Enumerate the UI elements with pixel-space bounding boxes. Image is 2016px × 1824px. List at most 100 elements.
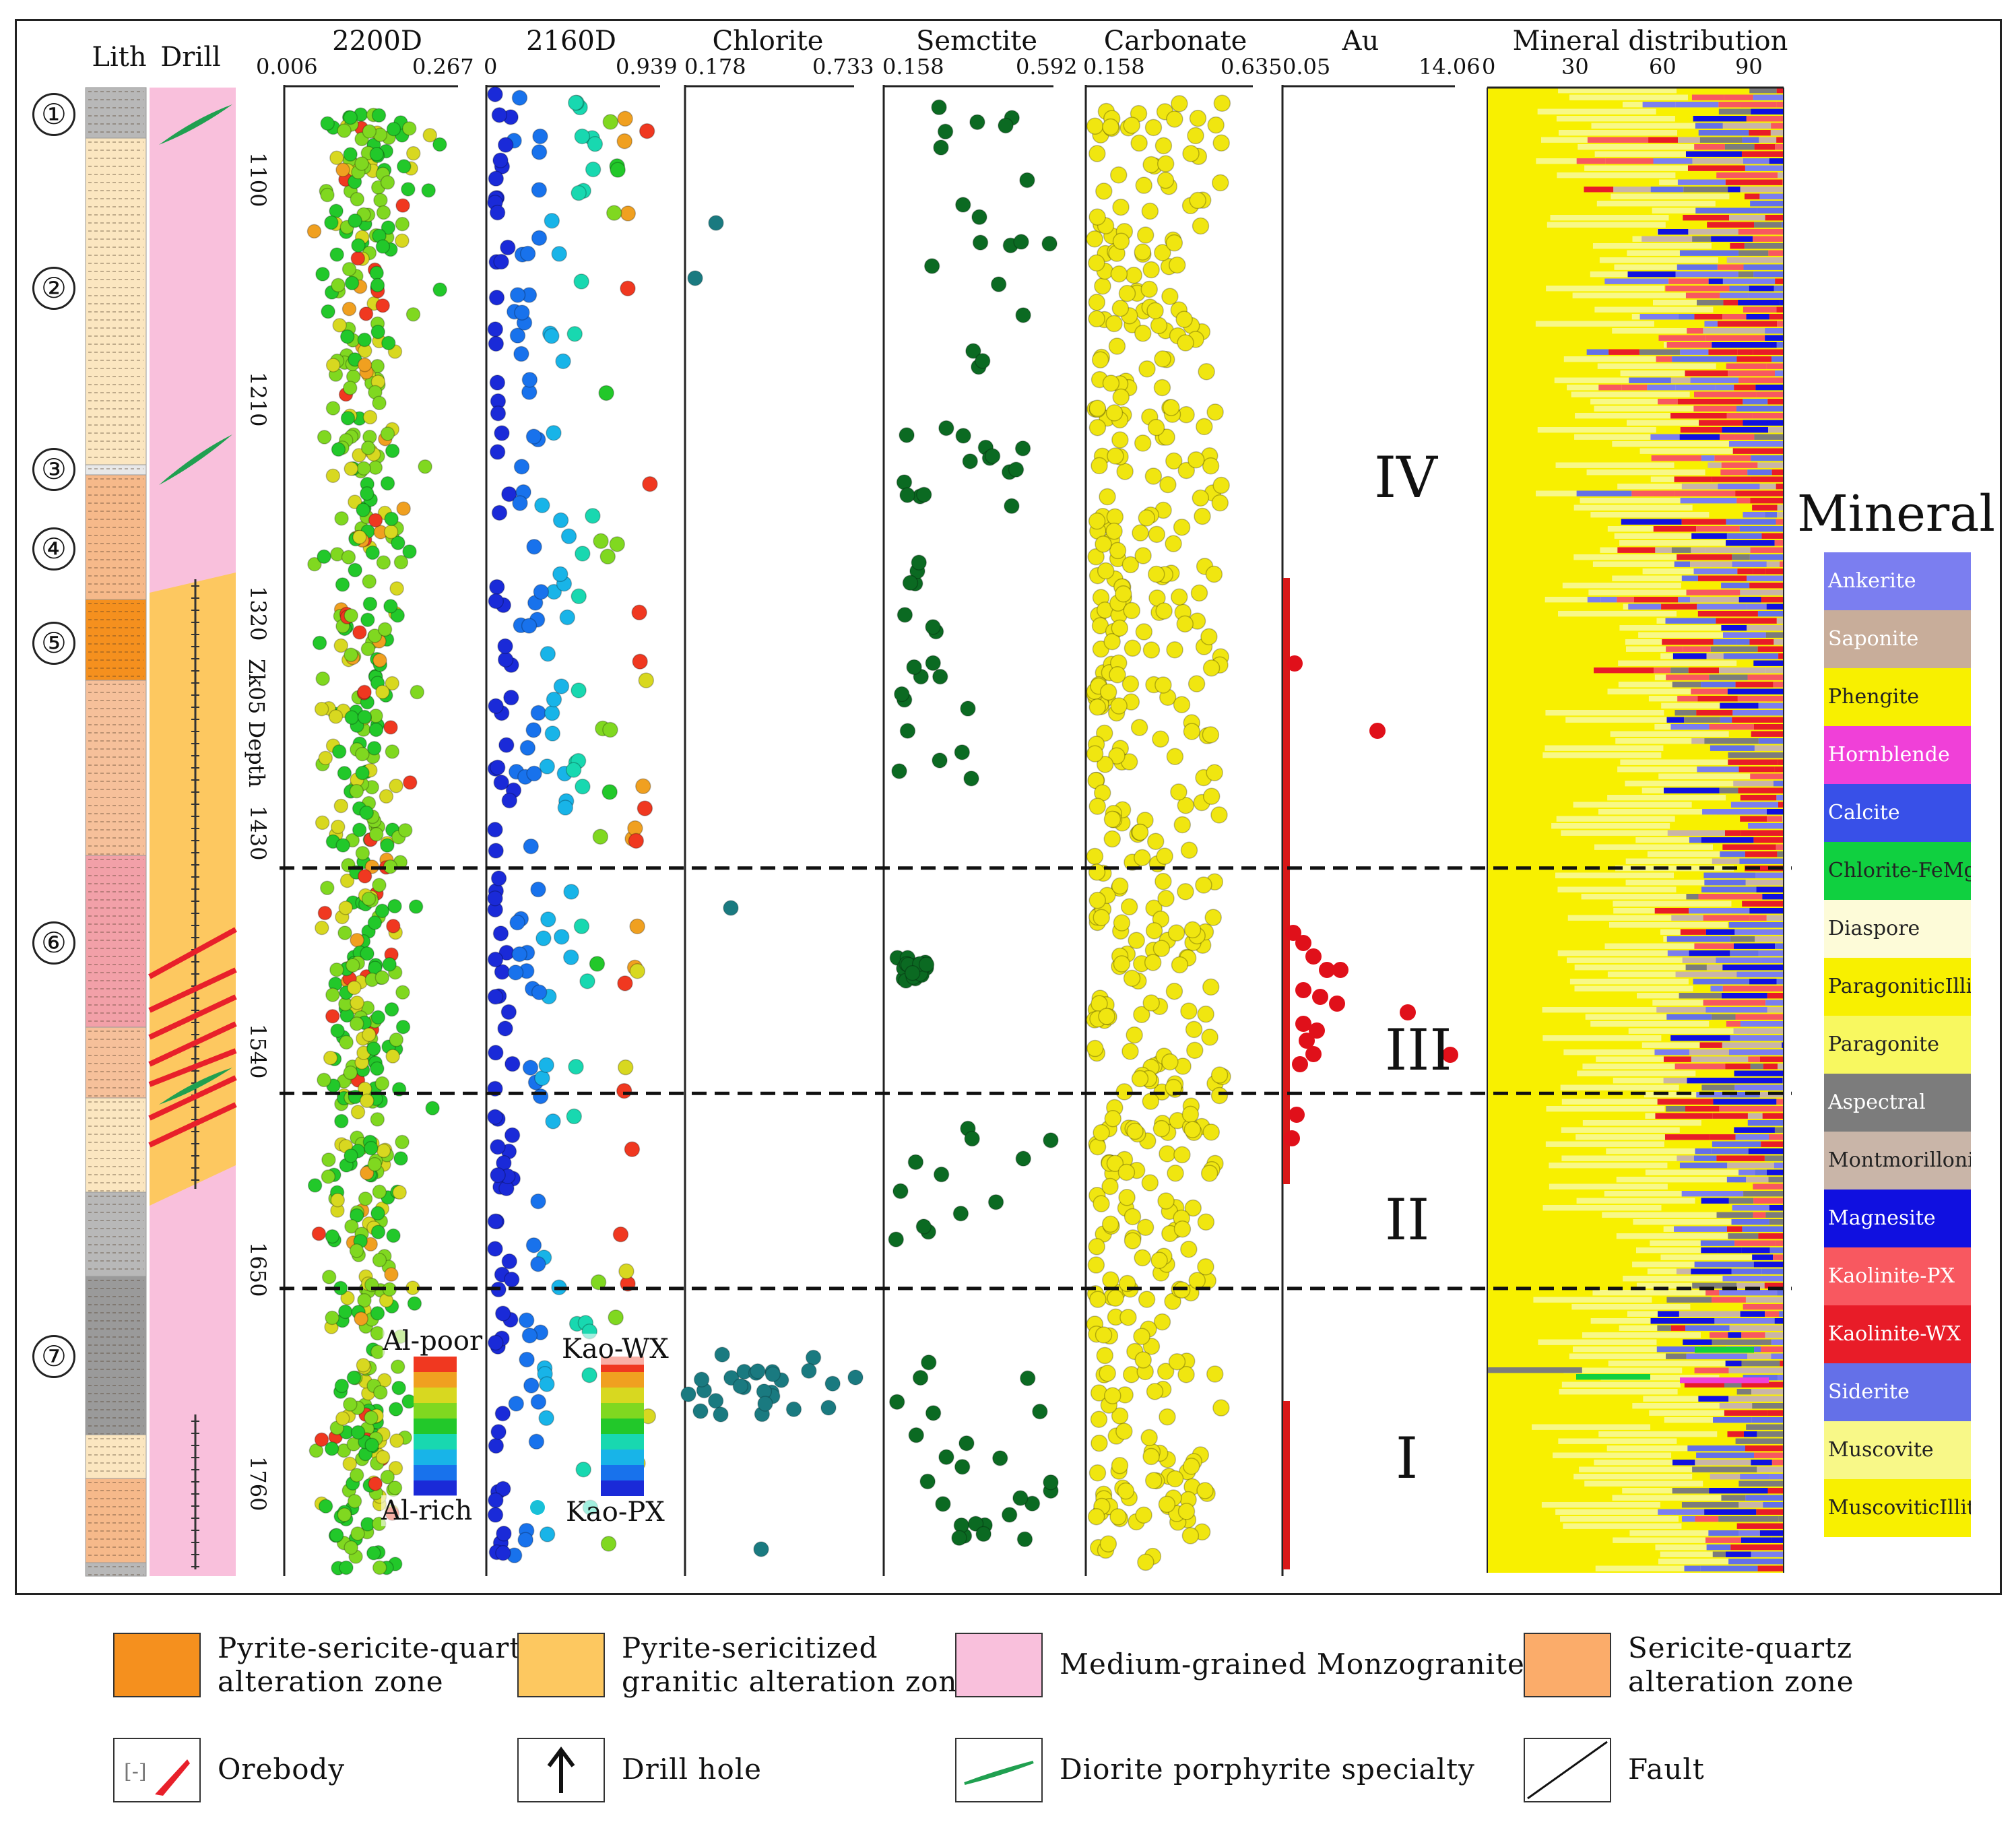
distribution-segment — [1746, 1424, 1784, 1430]
distribution-segment — [1694, 144, 1725, 150]
track-1-point — [493, 774, 509, 791]
mineral-legend-siderite: Siderite — [1824, 1363, 1971, 1421]
track-2-point — [824, 1375, 841, 1392]
distribution-segment — [1683, 1339, 1712, 1345]
distribution-segment — [1694, 314, 1723, 320]
track-3-point — [960, 701, 976, 717]
distribution-segment — [1692, 1282, 1737, 1289]
lith-header: Lith — [92, 42, 147, 73]
distribution-segment — [1738, 271, 1754, 278]
distribution-segment — [1768, 250, 1784, 256]
track-0-point — [335, 1411, 350, 1426]
distribution-segment — [1722, 985, 1767, 991]
track-0-point — [330, 1193, 346, 1208]
distribution-segment — [1561, 1381, 1681, 1388]
track-1-point — [518, 1312, 535, 1328]
distribution-segment — [1725, 1064, 1751, 1070]
distribution-segment — [1650, 1318, 1715, 1324]
track-1-point — [617, 1059, 634, 1076]
distribution-segment — [1672, 653, 1707, 659]
lith-layer — [85, 87, 147, 139]
distribution-segment — [1749, 88, 1777, 94]
distribution-segment — [1767, 1325, 1784, 1331]
track-1-point — [629, 918, 645, 935]
track-4-point — [1091, 1434, 1108, 1452]
distribution-segment — [1776, 1099, 1784, 1105]
track-4-point — [1166, 1470, 1184, 1488]
track-0-point — [337, 766, 352, 781]
distribution-segment — [1575, 413, 1694, 419]
distribution-segment — [1750, 773, 1784, 779]
distribution-segment — [1704, 321, 1718, 327]
distribution-segment — [1734, 1127, 1775, 1133]
distribution-segment — [1700, 1240, 1735, 1246]
track-4-point — [1110, 265, 1128, 283]
distribution-segment — [1701, 1247, 1718, 1253]
distribution-segment — [1692, 236, 1712, 242]
track-2200d-min: 0.006 — [256, 54, 318, 79]
distribution-segment — [1545, 710, 1664, 716]
distribution-segment — [1743, 399, 1768, 405]
distribution-segment — [1721, 583, 1750, 589]
distribution-segment — [1703, 1000, 1766, 1006]
track-4-point — [1184, 1199, 1202, 1217]
legend-dike-6 — [955, 1738, 1043, 1802]
distribution-segment — [1759, 193, 1784, 199]
distribution-segment — [1703, 328, 1765, 334]
track-4-point — [1204, 909, 1222, 926]
track-4-point — [1126, 1026, 1143, 1044]
track-4-point — [1146, 1383, 1164, 1400]
distribution-segment — [1738, 767, 1775, 773]
distribution-segment — [1573, 554, 1693, 560]
legend-orebody-4: [-] — [113, 1738, 201, 1802]
track-1-point — [495, 1544, 511, 1561]
track-5-point — [1442, 1047, 1458, 1063]
track-0-point — [330, 1023, 345, 1038]
track-4-point — [1091, 457, 1108, 475]
track-0-point — [385, 744, 400, 759]
distribution-segment — [1551, 823, 1670, 829]
distribution-segment — [1745, 866, 1784, 872]
track-1-point — [490, 870, 507, 886]
track-2-point — [707, 1393, 724, 1409]
track-4-point — [1117, 1482, 1135, 1500]
track-0-point — [387, 1480, 403, 1495]
distribution-segment — [1645, 1169, 1764, 1175]
track-0-point — [321, 1270, 337, 1284]
distribution-segment — [1736, 971, 1784, 977]
track-3-point — [990, 276, 1007, 292]
track-4-point — [1153, 1313, 1171, 1331]
distribution-segment — [1612, 1495, 1731, 1501]
distribution-segment — [1731, 1268, 1762, 1274]
distribution-segment — [1712, 342, 1777, 348]
track-4-point — [1133, 1006, 1150, 1024]
track-0-point — [323, 1050, 338, 1066]
track-0-point — [380, 838, 395, 853]
track-1-point — [492, 925, 509, 942]
distribution-segment — [1717, 264, 1744, 270]
track-0-point — [364, 1140, 379, 1156]
track-0-point — [381, 220, 396, 235]
track-3-point — [919, 1473, 936, 1490]
distribution-segment — [1743, 420, 1784, 426]
distribution-segment — [1720, 851, 1745, 857]
drill-orebody — [148, 1048, 237, 1087]
track-1-point — [593, 533, 609, 550]
track-2-point — [723, 900, 739, 916]
track-1-point — [514, 304, 530, 321]
distribution-segment — [1756, 391, 1784, 397]
track-4-point — [1086, 745, 1104, 762]
distribution-segment — [1741, 1247, 1770, 1253]
track-4-point — [1170, 783, 1188, 801]
track-1-point — [487, 822, 503, 838]
track-3-point — [963, 771, 979, 787]
track-4-point — [1177, 461, 1196, 480]
lith-layer — [85, 464, 147, 476]
distribution-segment — [1725, 179, 1783, 185]
track-4-point — [1088, 891, 1106, 909]
track-4-point — [1134, 1351, 1152, 1369]
fault-icon — [1527, 1740, 1608, 1800]
distribution-segment — [1753, 1183, 1784, 1190]
track-0-point — [325, 1229, 340, 1244]
track-0-point — [355, 845, 370, 861]
